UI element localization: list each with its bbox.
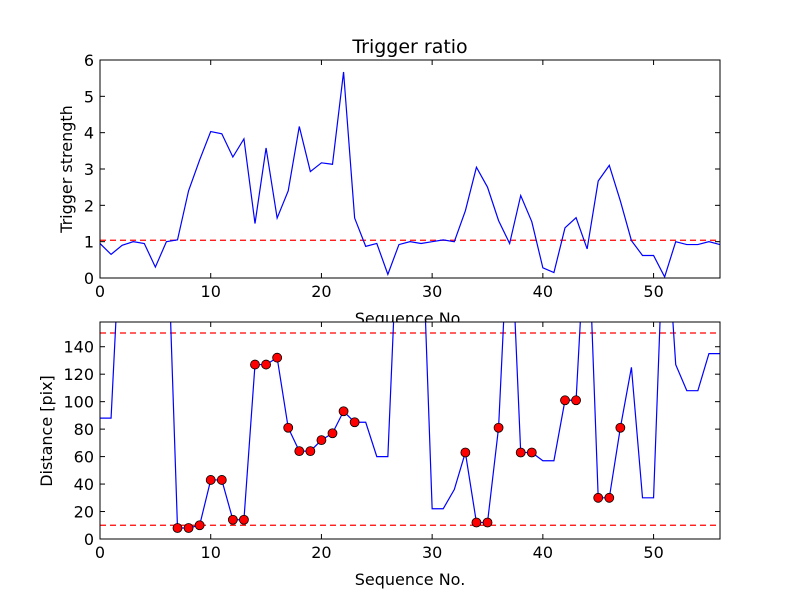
y-axis-ticks: 0 1 2 3 4 5 6	[84, 51, 720, 288]
x-tick-label: 40	[533, 282, 553, 301]
x-tick-label: 50	[643, 543, 663, 562]
data-point	[515, 447, 526, 458]
data-point	[460, 447, 471, 458]
data-point	[349, 417, 360, 428]
series-lines	[100, 71, 720, 278]
data-point	[272, 352, 283, 363]
x-tick-label: 0	[95, 543, 105, 562]
y-tick-label: 0	[84, 530, 94, 549]
plot-area	[100, 322, 720, 539]
data-point	[604, 492, 615, 503]
data-point	[327, 428, 338, 439]
y-tick-label: 0	[84, 269, 94, 288]
x-tick-label: 30	[422, 543, 442, 562]
data-point	[471, 517, 482, 528]
data-point	[526, 447, 537, 458]
x-tick-label: 10	[201, 543, 221, 562]
data-point	[183, 523, 194, 533]
data-markers	[172, 352, 626, 533]
data-point	[216, 475, 227, 485]
y-tick-label: 40	[74, 475, 94, 494]
series-lines	[100, 322, 720, 529]
data-point	[172, 523, 183, 533]
y-axis-label: Distance [pix]	[37, 375, 56, 487]
y-tick-label: 5	[84, 87, 94, 106]
y-tick-label: 100	[63, 393, 94, 412]
series-line	[100, 322, 720, 529]
data-point	[571, 395, 581, 406]
data-point	[560, 395, 570, 406]
chart-title: Trigger ratio	[351, 36, 467, 58]
plot-area	[100, 60, 720, 278]
x-tick-label: 30	[422, 282, 442, 301]
distance-chart: 0 10 20 30 40 50 0 20 40 60 80 100 120 140 Sequence …	[37, 321, 721, 589]
data-point	[250, 359, 260, 370]
x-axis-ticks: 0 10 20 30 40 50	[95, 60, 664, 301]
data-point	[205, 475, 216, 485]
x-tick-label: 0	[95, 282, 105, 301]
y-tick-label: 6	[84, 51, 94, 70]
data-point	[194, 520, 205, 531]
data-point	[615, 422, 626, 433]
x-tick-label: 20	[311, 282, 331, 301]
y-tick-label: 140	[63, 338, 94, 357]
data-point	[338, 406, 349, 417]
y-tick-label: 120	[63, 365, 94, 384]
x-tick-label: 50	[643, 282, 663, 301]
y-tick-label: 20	[74, 503, 94, 522]
y-tick-label: 3	[84, 160, 94, 179]
data-point	[305, 446, 316, 457]
x-tick-label: 40	[533, 543, 553, 562]
data-point	[593, 492, 604, 503]
series-line	[100, 71, 720, 278]
data-point	[316, 435, 327, 446]
x-tick-label: 20	[311, 543, 331, 562]
data-point	[283, 422, 294, 433]
x-axis-ticks: 0 10 20 30 40 50	[95, 322, 664, 562]
y-tick-label: 1	[84, 233, 94, 252]
y-tick-label: 80	[74, 420, 94, 439]
y-tick-label: 60	[74, 448, 94, 467]
data-point	[482, 517, 493, 528]
x-axis-label: Sequence No.	[355, 570, 466, 589]
data-point	[493, 422, 504, 433]
plot-frame	[99, 321, 721, 540]
y-tick-label: 4	[84, 124, 94, 143]
y-axis-ticks: 0 20 40 60 80 100 120 140	[63, 338, 720, 549]
data-point	[294, 446, 305, 457]
x-tick-label: 10	[201, 282, 221, 301]
data-point	[239, 514, 249, 525]
y-axis-label: Trigger strength	[57, 105, 76, 234]
data-point	[261, 359, 271, 370]
data-point	[227, 514, 238, 525]
y-tick-label: 2	[84, 196, 94, 215]
